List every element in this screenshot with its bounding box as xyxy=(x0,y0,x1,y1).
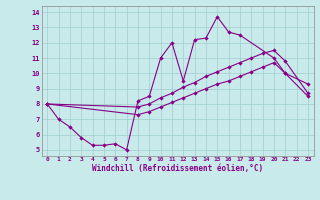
X-axis label: Windchill (Refroidissement éolien,°C): Windchill (Refroidissement éolien,°C) xyxy=(92,164,263,173)
